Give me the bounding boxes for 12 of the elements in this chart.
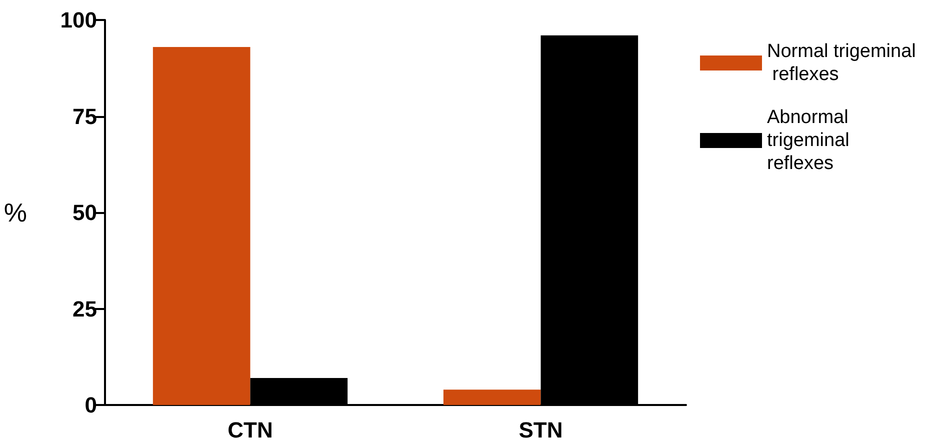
- y-tick-label: 25: [72, 296, 97, 322]
- y-tick-label: 0: [84, 392, 97, 418]
- y-tick-label: 75: [72, 104, 97, 129]
- legend-label: Abnormal trigeminal reflexes: [767, 107, 855, 174]
- legend-label: Normal trigeminal reflexes: [767, 41, 916, 85]
- y-tick-label: 50: [72, 200, 97, 225]
- y-tick-label: 100: [60, 8, 97, 32]
- y-axis-title: %: [4, 198, 27, 228]
- bar: [152, 46, 250, 405]
- x-tick-label: CTN: [228, 418, 273, 442]
- x-tick-label: STN: [518, 418, 563, 442]
- bar: [443, 390, 541, 405]
